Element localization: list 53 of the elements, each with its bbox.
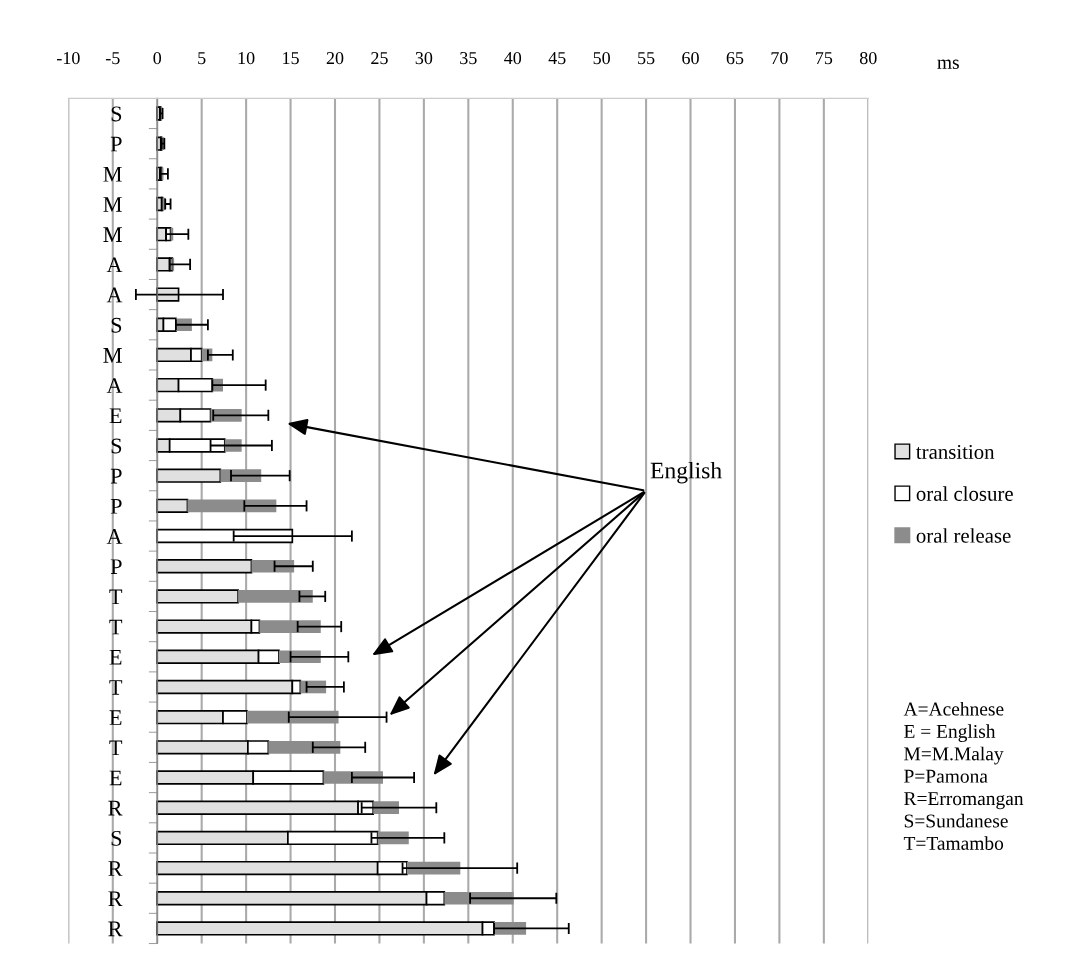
- annotation: English: [650, 461, 722, 484]
- x-tick-label: 35: [460, 52, 477, 65]
- y-tick-label: T: [109, 740, 123, 756]
- x-tick-label: 5: [198, 52, 206, 65]
- y-tick-label: M: [103, 348, 122, 363]
- x-tick-label: 10: [238, 51, 255, 65]
- y-tick-label: S: [111, 438, 122, 454]
- x-tick-label: 55: [638, 52, 655, 65]
- y-tick-label: T: [109, 619, 123, 635]
- y-tick-label: R: [108, 861, 123, 876]
- legend-label: oral release: [916, 528, 1011, 543]
- x-tick-label: 20: [326, 51, 344, 65]
- y-tick-label: A: [106, 257, 123, 273]
- text: A=Acehnese E = English M=M.Malay P=Pamona R=Erromangan S=Sundanese T=Tamambo: [903, 701, 1024, 850]
- legend-label: transition: [916, 444, 995, 459]
- y-tick-label: E: [109, 408, 122, 424]
- x-tick-label: 45: [548, 52, 566, 65]
- y-tick-label: M: [103, 166, 122, 182]
- y-tick-label: P: [110, 136, 122, 152]
- y-tick-label: E: [109, 710, 122, 725]
- x-tick-label: 60: [682, 51, 699, 65]
- y-tick-label: T: [109, 680, 123, 695]
- y-tick-label: M: [103, 197, 122, 212]
- x-tick-label: -5: [105, 52, 120, 65]
- x-tick-label: 50: [593, 51, 610, 65]
- y-tick-label: E: [109, 770, 122, 786]
- x-tick-label: 70: [771, 51, 788, 65]
- x-tick-label: 75: [816, 52, 833, 65]
- y-tick-label: A: [106, 287, 123, 303]
- y-tick-label: S: [111, 106, 122, 122]
- x-tick-label: 40: [504, 51, 522, 65]
- y-tick-label: P: [110, 468, 122, 484]
- y-tick-label: R: [108, 921, 123, 937]
- x-tick-label: -10: [56, 51, 80, 65]
- y-tick-label: E: [109, 649, 122, 665]
- x-tick-label: 15: [283, 52, 299, 65]
- x-tick-label: 0: [153, 51, 162, 65]
- y-tick-label: R: [108, 891, 123, 906]
- y-tick-label: P: [110, 559, 122, 574]
- y-tick-label: A: [106, 529, 123, 544]
- x-tick-label: 80: [859, 51, 877, 65]
- y-tick-label: T: [109, 589, 123, 605]
- y-tick-label: P: [110, 499, 122, 514]
- y-tick-label: M: [103, 227, 122, 242]
- x-tick-label: 30: [415, 51, 433, 65]
- x-tick-label: 25: [371, 52, 388, 65]
- y-tick-label: R: [108, 800, 123, 816]
- legend-label: oral closure: [916, 486, 1013, 501]
- y-tick-label: S: [111, 317, 122, 333]
- x-tick-label: 65: [726, 52, 744, 65]
- y-tick-label: S: [111, 830, 122, 846]
- y-tick-label: A: [106, 378, 123, 393]
- x-axis-title: ms: [937, 59, 959, 69]
